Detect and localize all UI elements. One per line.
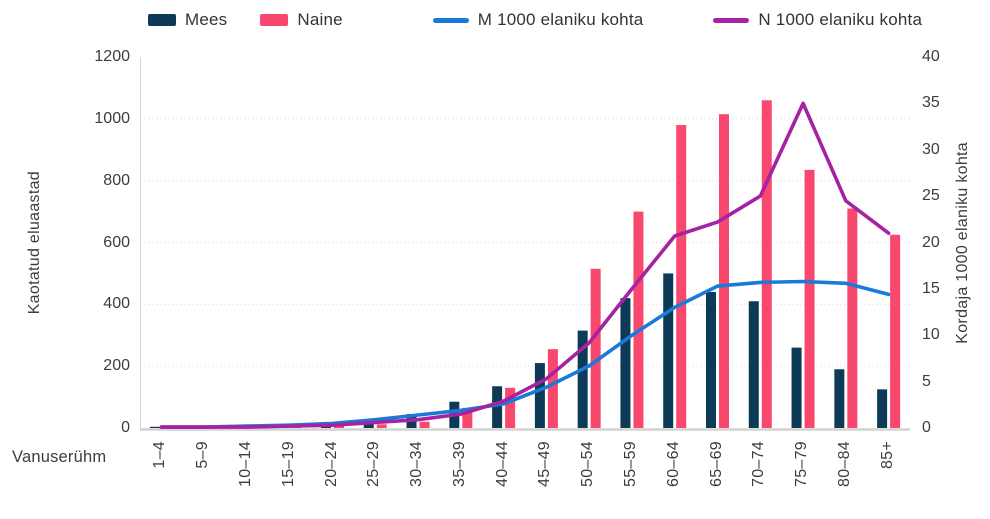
legend-label-mees: Mees: [185, 10, 228, 29]
legend-item-m-line[interactable]: M 1000 elaniku kohta: [432, 10, 644, 30]
x-axis-label: 30–34: [408, 441, 426, 487]
x-axis-label: 80–84: [835, 441, 853, 487]
x-axis-label: 85+: [878, 441, 896, 470]
right-tick-label: 30: [922, 140, 940, 158]
x-axis-label: 75–79: [793, 441, 811, 487]
right-tick-label: 40: [922, 48, 940, 65]
legend-label-n-line: N 1000 elaniku kohta: [758, 10, 923, 29]
bar-naine: [890, 234, 901, 428]
right-tick-label: 35: [922, 94, 940, 112]
right-tick-label: 0: [922, 419, 931, 436]
bar-mees: [834, 369, 845, 428]
x-axis-label: 65–69: [707, 441, 725, 487]
bar-naine: [804, 169, 815, 428]
bar-mees: [492, 386, 503, 428]
x-axis-label: 15–19: [279, 441, 297, 487]
bar-mees: [791, 347, 802, 428]
bar-mees: [620, 298, 631, 428]
bar-mees: [534, 363, 545, 428]
left-axis-title: Kaotatud eluaastad: [26, 171, 43, 315]
x-axis-label: 70–74: [750, 441, 768, 487]
left-tick-label: 600: [103, 233, 130, 251]
bar-naine: [719, 114, 729, 428]
right-tick-label: 15: [922, 279, 940, 297]
bar-naine: [633, 211, 644, 428]
right-tick-label: 25: [922, 187, 940, 205]
right-tick-label: 5: [922, 372, 931, 390]
legend-label-naine: Naine: [297, 10, 343, 29]
bar-naine: [590, 268, 601, 428]
x-axis-label: 20–24: [322, 441, 340, 487]
bar-naine: [761, 100, 772, 429]
x-axis-label: 50–54: [579, 441, 597, 487]
bar-naine: [462, 407, 473, 428]
x-axis-label: 10–14: [236, 441, 254, 487]
bar-mees: [748, 301, 759, 428]
left-tick-label: 200: [103, 357, 130, 375]
left-tick-label: 1200: [94, 48, 130, 65]
x-axis-label: 40–44: [493, 441, 511, 487]
legend: Mees Naine M 1000 elaniku kohta N 1000 e…: [148, 8, 922, 32]
legend-item-n-line[interactable]: N 1000 elaniku kohta: [713, 10, 922, 30]
mees-swatch-icon: [148, 14, 176, 26]
naine-swatch-icon: [260, 14, 289, 26]
x-axis-label: 55–59: [621, 441, 639, 487]
bar-naine: [334, 425, 344, 428]
right-tick-label: 20: [922, 233, 940, 251]
x-axis-label: 60–64: [664, 441, 682, 487]
line-m-1000: [159, 279, 891, 429]
x-axis-label: 45–49: [536, 441, 554, 487]
plot-area: [140, 57, 910, 431]
bar-naine: [547, 349, 558, 428]
legend-label-m-line: M 1000 elaniku kohta: [477, 10, 644, 29]
x-axis-title: Vanuserühm: [12, 448, 107, 466]
bar-mees: [149, 426, 160, 428]
line-n-1000: [159, 101, 891, 429]
x-axis-label: 5–9: [194, 441, 212, 469]
left-tick-label: 800: [103, 171, 130, 189]
right-tick-label: 10: [922, 326, 940, 344]
legend-item-naine[interactable]: Naine: [260, 10, 343, 30]
n-line-swatch-icon: [713, 17, 750, 23]
x-axis-label: 25–29: [365, 441, 383, 487]
legend-item-mees[interactable]: Mees: [148, 10, 227, 30]
bar-mees: [577, 330, 588, 428]
bar-naine: [847, 208, 858, 428]
bar-naine: [419, 421, 430, 428]
bar-mees: [877, 389, 888, 428]
bar-mees: [706, 291, 716, 428]
bar-mees: [363, 422, 374, 428]
bar-naine: [676, 125, 687, 429]
bar-naine: [505, 387, 516, 428]
m-line-swatch-icon: [432, 17, 469, 23]
x-axis-label: 35–39: [450, 441, 468, 487]
bar-naine: [376, 424, 387, 428]
bar-mees: [663, 273, 674, 428]
left-tick-label: 1000: [94, 109, 130, 127]
x-axis-label: 1–4: [151, 441, 169, 469]
left-tick-label: 0: [121, 419, 130, 436]
left-tick-label: 400: [103, 295, 130, 313]
